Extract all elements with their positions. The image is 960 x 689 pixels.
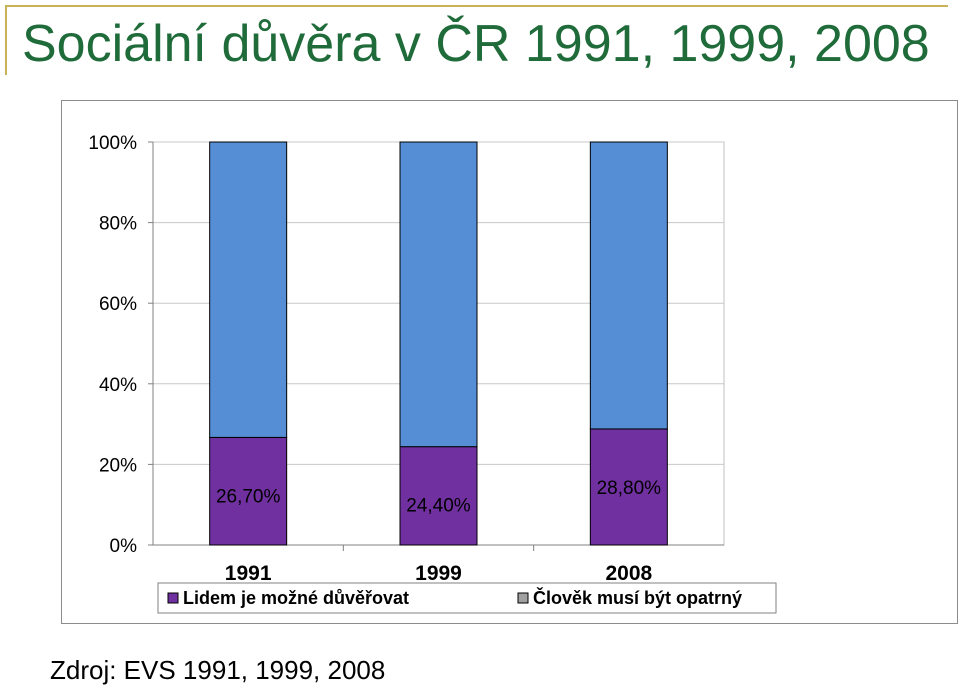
data-label-1991: 26,70% <box>216 486 281 507</box>
data-label-2008: 28,80% <box>597 478 662 499</box>
bar-careful-1999 <box>399 141 478 448</box>
bar-trust-1999 <box>399 446 478 546</box>
data-label-1999: 24,40% <box>406 496 471 517</box>
title-accent-line <box>5 5 948 7</box>
legend-swatch-careful <box>517 592 529 604</box>
bar-trust-2008 <box>589 428 668 546</box>
legend-label-careful: Člověk musí být opatrný <box>533 587 742 608</box>
y-tick-label: 0% <box>110 536 138 557</box>
x-tick-label-1991: 1991 <box>225 562 272 585</box>
bar-trust-1991 <box>209 436 288 546</box>
chart-frame: 0% 20% 40% 60% 80% 100% 26,70% 1991 24,40% 1999 28… <box>61 100 958 624</box>
legend-label-trust: Lidem je možné důvěřovat <box>183 588 409 608</box>
source-note: Zdroj: EVS 1991, 1999, 2008 <box>50 655 386 685</box>
legend-box <box>157 582 777 614</box>
y-tick-label: 20% <box>99 455 137 476</box>
y-tick-label: 100% <box>88 133 137 154</box>
x-tick-label-1999: 1999 <box>415 562 462 585</box>
bar-careful-1991 <box>209 141 288 438</box>
bar-careful-2008 <box>589 141 668 430</box>
y-tick-label: 80% <box>99 214 137 235</box>
stacked-bar-chart: 0% 20% 40% 60% 80% 100% 26,70% 1991 24,40% 1999 28… <box>88 133 777 614</box>
y-tick-label: 40% <box>99 375 137 396</box>
title-accent-line-vertical <box>5 5 7 75</box>
page-title: Sociální důvěra v ČR 1991, 1999, 2008 <box>22 15 930 73</box>
legend-swatch-trust <box>167 592 179 604</box>
y-tick-label: 60% <box>99 294 137 315</box>
x-tick-label-2008: 2008 <box>605 562 652 585</box>
